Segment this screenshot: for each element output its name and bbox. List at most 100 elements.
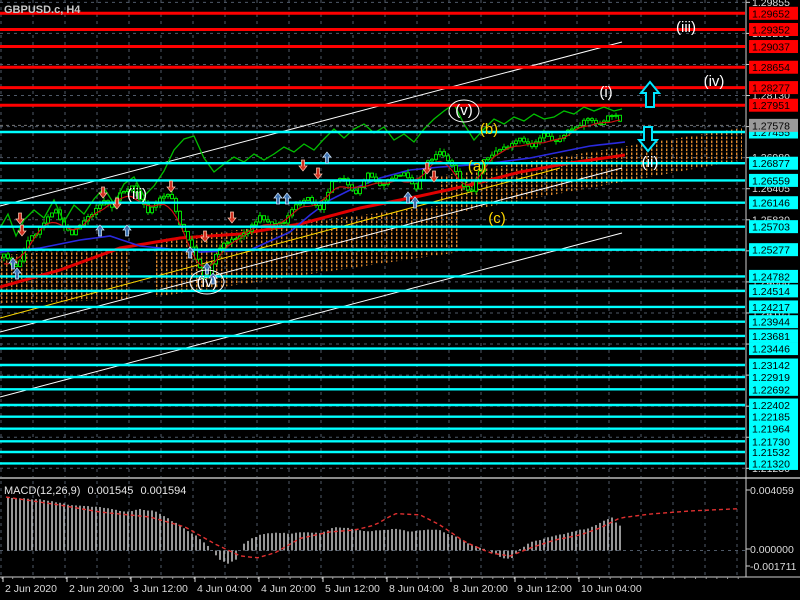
resistance-level-label: 1.29037 <box>752 42 790 54</box>
support-level-label: 1.24782 <box>752 271 790 283</box>
support-level-label: 1.22919 <box>752 372 790 384</box>
time-tick-label: 8 Jun 20:00 <box>453 583 508 595</box>
sell-arrow-icon <box>298 159 308 172</box>
buy-arrow-icon <box>122 224 132 237</box>
support-level-label-box <box>749 156 798 170</box>
support-level-label: 1.24217 <box>752 302 790 314</box>
wave-ellipse-annotation <box>189 269 225 295</box>
resistance-level-label: 1.29352 <box>752 25 790 37</box>
ma-slow-red-line <box>0 153 626 289</box>
wave-label: (iv) <box>197 274 218 291</box>
support-level-label: 1.21730 <box>752 436 790 448</box>
buy-arrow-icon <box>403 191 413 204</box>
ma-blue-line <box>0 141 626 253</box>
support-level-label-box <box>749 196 798 210</box>
support-level-label: 1.23681 <box>752 331 790 343</box>
resistance-level-label-box <box>749 60 798 74</box>
support-level-label-box <box>749 173 798 187</box>
time-tick-label: 4 Jun 04:00 <box>197 583 252 595</box>
wave-label: (a) <box>468 158 486 175</box>
buy-arrow-icon <box>208 272 218 285</box>
sell-arrow-icon <box>166 180 176 193</box>
support-resistance-lines[interactable] <box>0 11 745 465</box>
support-level-label-box <box>749 243 798 257</box>
buy-arrow-icon <box>185 246 195 259</box>
time-tick-label: 5 Jun 12:00 <box>325 583 380 595</box>
support-level-label: 1.22402 <box>752 400 790 412</box>
sell-arrow-icon <box>15 212 25 225</box>
big-down-arrow-icon <box>636 126 660 153</box>
resistance-level-label: 1.28654 <box>752 62 790 74</box>
buy-arrow-icon <box>12 267 22 280</box>
resistance-level-label: 1.29652 <box>752 8 790 20</box>
sell-arrow-icon <box>227 211 237 224</box>
support-level-label: 1.26146 <box>752 198 790 210</box>
sell-arrow-icon <box>200 230 210 243</box>
time-tick-label: 2 Jun 20:00 <box>69 583 124 595</box>
price-tick-label: 1.29855 <box>752 0 790 9</box>
support-level-label-box <box>749 315 798 329</box>
support-level-label-box <box>749 284 798 298</box>
support-level-label: 1.22185 <box>752 412 790 424</box>
signal-arrows <box>8 151 439 285</box>
wave-label: (v) <box>455 102 473 119</box>
current-price-label: 1.27578 <box>752 120 790 132</box>
wave-label: (i) <box>599 84 612 101</box>
time-tick-label: 10 Jun 04:00 <box>581 583 642 595</box>
price-scale[interactable]: 1.298551.292801.287051.281301.275551.269… <box>745 0 798 577</box>
wave-label: (ii) <box>642 154 659 171</box>
time-tick-label: 2 Jun 2020 <box>5 583 57 595</box>
resistance-level-label-box <box>749 98 798 112</box>
support-level-label: 1.21532 <box>752 447 790 459</box>
sell-arrow-icon <box>98 186 108 199</box>
macd-main-value: 0.001545 <box>87 485 134 497</box>
support-level-label: 1.25703 <box>752 222 790 234</box>
support-level-label: 1.25277 <box>752 245 790 257</box>
buy-arrow-icon <box>282 192 292 205</box>
support-level-label-box <box>749 358 798 372</box>
buy-arrow-icon <box>273 192 283 205</box>
support-level-label-box <box>749 342 798 356</box>
support-level-label: 1.21320 <box>752 458 790 470</box>
wave-label: (iv) <box>704 73 725 90</box>
macd-name: MACD(12,26,9) <box>4 485 81 497</box>
big-up-arrow-icon <box>638 80 662 108</box>
buy-arrow-icon <box>322 151 332 164</box>
support-level-label-box <box>749 398 798 412</box>
support-level-label: 1.23944 <box>752 317 790 329</box>
wave-label: (iii) <box>676 19 696 36</box>
support-level-label-box <box>749 382 798 396</box>
support-level-label-box <box>749 269 798 283</box>
time-tick-label: 3 Jun 12:00 <box>133 583 188 595</box>
fast-red-line <box>3 119 621 268</box>
macd-scale-label: 0.004059 <box>750 485 794 497</box>
support-level-label: 1.23446 <box>752 344 790 356</box>
time-tick-label: 8 Jun 04:00 <box>389 583 444 595</box>
symbol-title: GBPUSD.c, H4 <box>4 4 81 16</box>
buy-arrow-icon <box>202 262 212 275</box>
macd-signal-line <box>5 496 739 559</box>
macd-scale-label: -0.001711 <box>750 561 797 573</box>
time-scale[interactable]: 2 Jun 2020 2 Jun 20:00 3 Jun 12:00 4 Jun 04… <box>0 576 800 595</box>
sell-arrow-icon <box>313 167 323 180</box>
support-level-label-box <box>749 422 798 436</box>
sell-arrow-icon <box>429 170 439 183</box>
macd-scale-label: 0.000000 <box>750 544 794 556</box>
support-level-label: 1.21964 <box>752 424 790 436</box>
resistance-level-label: 1.28277 <box>752 83 790 95</box>
macd-indicator-label: MACD(12,26,9) 0.001545 0.001594 <box>4 485 190 497</box>
wave-label: (c) <box>488 210 506 227</box>
support-level-label-box <box>749 329 798 343</box>
support-level-label-box <box>749 445 798 459</box>
time-tick-label: 9 Jun 12:00 <box>517 583 572 595</box>
support-level-label: 1.23142 <box>752 360 790 372</box>
wave-label: (iii) <box>127 186 147 203</box>
macd-signal-value: 0.001594 <box>140 485 187 497</box>
support-level-label: 1.26559 <box>752 175 790 187</box>
wave-label: (b) <box>480 121 498 138</box>
support-level-label-box <box>749 370 798 384</box>
sell-arrow-icon <box>17 224 27 237</box>
